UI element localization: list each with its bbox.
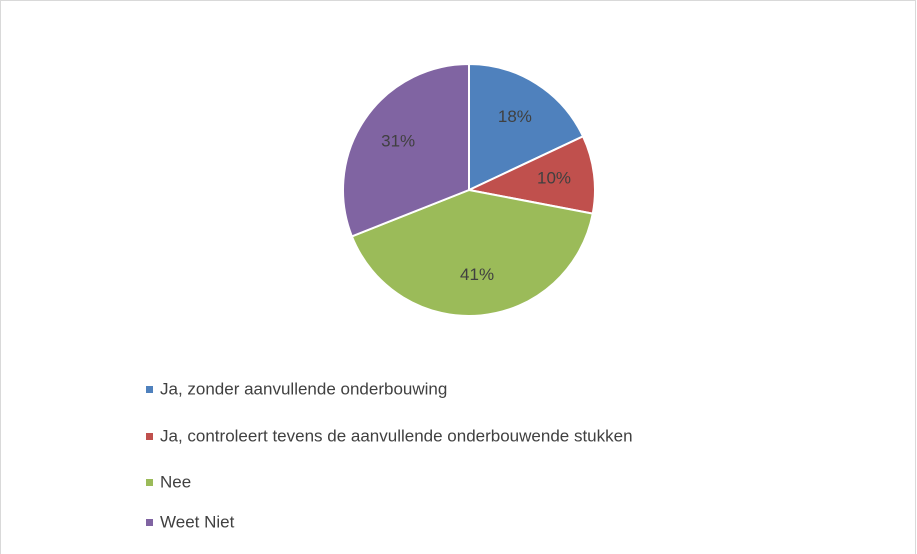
pie-slice bbox=[350, 188, 594, 317]
legend-label: Weet Niet bbox=[160, 512, 235, 531]
legend-label: Ja, zonder aanvullende onderbouwing bbox=[160, 379, 447, 398]
pie-slice bbox=[468, 62, 585, 192]
legend-swatch bbox=[146, 519, 153, 526]
legend-label: Ja, controleert tevens de aanvullende on… bbox=[160, 426, 633, 445]
data-label: 10% bbox=[537, 169, 571, 188]
pie-slice bbox=[465, 135, 596, 215]
data-label: 41% bbox=[460, 265, 494, 284]
legend-swatch bbox=[146, 386, 153, 393]
data-label: 18% bbox=[498, 107, 532, 126]
legend-swatch bbox=[146, 433, 153, 440]
data-label: 31% bbox=[381, 131, 415, 150]
legend-swatch bbox=[146, 479, 153, 486]
legend-label: Nee bbox=[160, 472, 191, 491]
pie-slice bbox=[342, 62, 470, 238]
